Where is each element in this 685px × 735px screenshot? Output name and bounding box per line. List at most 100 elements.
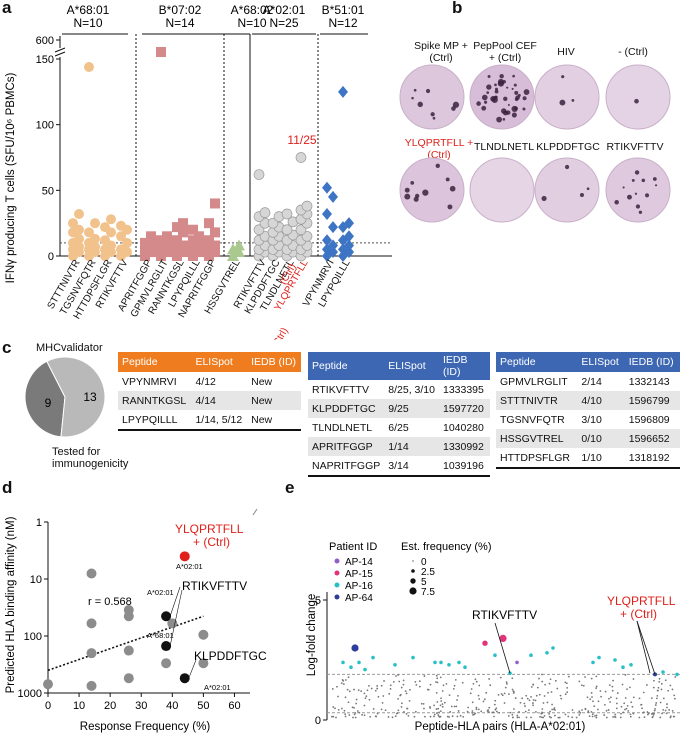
d-x-tick-label: 40 [166, 700, 178, 712]
e-bg-point [404, 690, 407, 693]
a-point [295, 224, 307, 236]
a-point [301, 200, 313, 212]
e-bg-point [450, 705, 453, 708]
e-bg-point [436, 681, 439, 684]
e-bg-point [436, 712, 438, 714]
a-point [227, 243, 239, 255]
e-bg-point [672, 715, 675, 718]
a-annotation: 11/25 [287, 133, 316, 147]
a-point [188, 224, 198, 235]
e-axes: 05 [315, 592, 681, 727]
d-point [161, 658, 172, 669]
b-spot [496, 116, 502, 123]
a-point [74, 208, 84, 219]
e-bg-point [506, 682, 508, 685]
b-spot [435, 163, 440, 169]
d-label-allele-ylq: A*02:01 [176, 562, 203, 571]
b-spot [586, 187, 590, 191]
cell: 3/10 [581, 413, 602, 426]
e-bg-point [609, 701, 612, 703]
c-pie: 9 13 [24, 356, 106, 438]
e-bg-point [388, 692, 391, 695]
e-label-ylq: YLQPRTFLL [607, 594, 676, 608]
e-bg-point [406, 707, 408, 710]
a-point [74, 233, 84, 244]
e-bg-point [433, 713, 436, 716]
e-bg-point [658, 677, 661, 680]
e-point [597, 655, 601, 660]
e-bg-point [356, 710, 359, 712]
e-point [551, 646, 555, 650]
e-bg-point [415, 683, 418, 686]
e-bg-point [358, 711, 361, 714]
e-bg-point [589, 698, 592, 701]
a-point [281, 224, 293, 236]
e-bg-point [439, 676, 442, 679]
cell: NAPRITFGGP [308, 456, 385, 477]
e-bg-point [595, 716, 598, 719]
e-bg-point [455, 705, 458, 708]
e-bg-point [435, 674, 438, 677]
e-bg-point [403, 710, 405, 713]
e-bg-point [503, 702, 506, 704]
e-bg-point [668, 709, 671, 711]
a-y-tick-label: 600 [36, 35, 54, 47]
b-well [534, 64, 600, 130]
e-bg-point [454, 678, 457, 681]
a-point [188, 235, 198, 246]
e-bg-point [622, 711, 625, 714]
e-bg-point [584, 676, 586, 678]
e-bg-point [579, 711, 582, 714]
b-label-hiv: HIV [557, 46, 575, 58]
a-point [267, 217, 279, 229]
e-bg-point [471, 712, 474, 714]
b-spot [512, 74, 515, 78]
th-iedb: IEDB (ID) [438, 352, 490, 380]
e-legend-dot [334, 558, 340, 564]
e-point [457, 660, 461, 665]
e-bg-point [336, 685, 338, 688]
e-bg-point [370, 687, 373, 690]
a-n-5: N=12 [328, 16, 357, 30]
e-label-rtik: RTIKVFTTV [472, 608, 537, 622]
b-spot [501, 108, 507, 114]
e-bg-point [657, 686, 660, 689]
cell: HSSGVTREL [496, 429, 578, 448]
e-bg-point [597, 708, 599, 711]
e-bg-point [452, 687, 455, 690]
cell: TGSNVFQTR [500, 413, 565, 426]
e-bg-point [631, 705, 634, 708]
e-bg-point [439, 704, 442, 707]
d-point [179, 551, 190, 562]
e-size-dot [412, 560, 414, 562]
e-bg-point [498, 711, 501, 714]
e-bg-point [488, 678, 490, 680]
a-x-labels: STTTNIVTRTGSNVFQTRHTTDPSFLGRRTIKVFTTVAPR… [46, 258, 353, 340]
b-spot [638, 210, 643, 214]
e-bg-point [376, 687, 379, 690]
a-point [146, 240, 156, 251]
b-spot [634, 98, 639, 104]
a-point [178, 218, 188, 229]
e-bg-point [642, 691, 645, 694]
cell: 1318192 [624, 448, 680, 469]
e-bg-point [532, 683, 535, 686]
e-bg-point [664, 679, 667, 682]
e-bg-point [480, 710, 483, 713]
cell: GPMVLRGLIT [500, 375, 568, 388]
e-bg-point [653, 709, 656, 712]
b-spot [571, 98, 575, 102]
b-spot [476, 101, 481, 106]
b-label-spike: Spike MP + (Ctrl) [414, 40, 468, 64]
e-bg-point [514, 697, 517, 699]
e-bg-point [560, 697, 563, 700]
e-bg-point [389, 684, 392, 687]
e-bg-point [504, 686, 507, 689]
e-bg-point [624, 708, 626, 711]
e-bg-point [548, 715, 551, 718]
e-bg-point [578, 710, 581, 713]
e-bg-point [658, 680, 661, 683]
a-ylabel: IFNγ producing T cells (SFU/10⁶ PBMCs) [5, 72, 17, 283]
a-point [204, 218, 214, 229]
e-bg-point [483, 698, 486, 701]
